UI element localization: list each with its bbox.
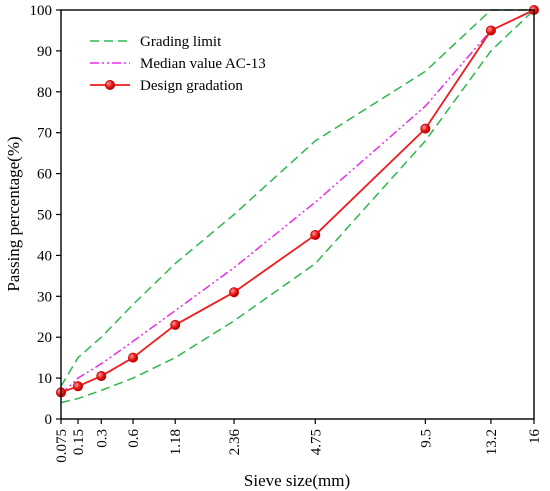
series-line (60, 9, 534, 387)
y-tick-label: 100 (30, 3, 53, 19)
x-tick-label: 16 (527, 429, 543, 445)
x-tick-label: 0.15 (71, 429, 87, 455)
x-tick-label: 13.2 (484, 429, 500, 455)
x-tick-label: 0.075 (54, 429, 70, 463)
x-tick-label: 2.36 (227, 429, 243, 456)
data-point (170, 319, 181, 330)
legend: Grading limit Median value AC-13 Design gr… (90, 34, 266, 94)
y-axis-title: Passing percentage(%) (4, 136, 23, 291)
x-axis-title: Sieve size(mm) (244, 471, 350, 490)
x-tick-label: 0.3 (94, 429, 110, 448)
y-tick-label: 30 (37, 289, 52, 305)
series-line (60, 9, 535, 394)
data-point (310, 229, 321, 240)
y-tick-label: 20 (37, 330, 52, 346)
y-tick-label: 80 (37, 85, 52, 101)
y-tick-label: 40 (37, 248, 52, 264)
y-tick-label: 90 (37, 44, 52, 60)
data-point (128, 352, 139, 363)
data-point (96, 371, 107, 382)
x-tick-label: 1.18 (168, 429, 184, 455)
x-tick-label: 4.75 (308, 429, 324, 455)
data-point (229, 287, 240, 298)
series-line (60, 9, 535, 396)
legend-entry: Grading limit (140, 34, 222, 50)
series-layer (56, 5, 540, 404)
y-tick-label: 60 (37, 167, 52, 183)
data-point (73, 381, 84, 392)
axes-layer: 0 10 20 30 40 50 60 70 80 90 100 0.075 0.15 0.3 0.6 1.1… (30, 3, 544, 463)
legend-entry: Design gradation (140, 78, 243, 94)
x-tick-label: 0.6 (126, 429, 142, 448)
y-tick-label: 50 (37, 208, 52, 224)
y-tick-label: 0 (45, 412, 53, 428)
legend-marker (105, 80, 116, 91)
data-point (420, 123, 431, 134)
y-tick-label: 10 (37, 371, 52, 387)
series-line (60, 9, 535, 404)
x-tick-label: 9.5 (418, 429, 434, 448)
legend-entry: Median value AC-13 (140, 56, 266, 72)
data-point (485, 25, 496, 36)
y-tick-label: 70 (37, 126, 52, 142)
